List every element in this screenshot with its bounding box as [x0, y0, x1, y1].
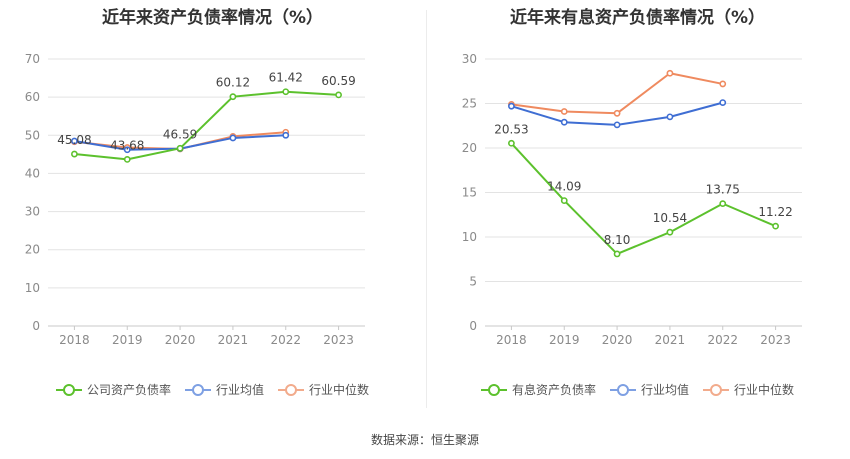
y-tick-label: 20	[25, 243, 40, 257]
legend-label: 公司资产负债率	[86, 383, 171, 397]
y-tick-label: 70	[25, 52, 40, 66]
series-line	[510, 142, 776, 255]
series-line	[511, 72, 723, 115]
y-tick-label: 60	[25, 90, 40, 104]
data-point	[613, 109, 621, 117]
data-point	[613, 121, 621, 129]
y-tick-label: 50	[25, 128, 40, 142]
legend-swatch-icon	[184, 383, 211, 396]
legend-item[interactable]: 有息资产负债率	[480, 381, 596, 398]
data-label: 60.59	[321, 74, 355, 88]
legend-label: 行业均值	[640, 383, 689, 397]
chart-plot-area: 0 10 20 30 40 50 60 70 2018 2019 2020 2021 2022 2023 4…	[25, 52, 365, 347]
legend-label: 行业中位数	[309, 383, 370, 397]
data-point	[282, 131, 290, 139]
legend-label: 有息资产负债率	[511, 383, 596, 397]
y-tick-label: 25	[462, 97, 477, 111]
data-point	[719, 200, 727, 208]
data-point	[282, 88, 290, 96]
series-line	[74, 90, 339, 161]
data-point	[719, 99, 727, 107]
panel-divider	[426, 10, 427, 408]
x-tick-label: 2023	[760, 333, 791, 347]
x-tick-label: 2022	[270, 333, 301, 347]
data-point	[123, 146, 131, 154]
data-point	[560, 118, 568, 126]
data-point	[613, 250, 621, 258]
x-tick-label: 2023	[323, 333, 354, 347]
y-tick-label: 10	[462, 230, 477, 244]
data-point	[560, 108, 568, 115]
x-tick-label: 2020	[602, 333, 633, 347]
y-tick-label: 30	[25, 205, 40, 219]
x-tick-label: 2022	[707, 333, 738, 347]
data-label: 45.08	[57, 133, 91, 147]
data-point	[71, 150, 78, 158]
legend-item[interactable]: 行业均值	[609, 381, 689, 398]
data-label: 20.53	[494, 122, 528, 136]
data-label: 46.59	[163, 127, 197, 141]
data-point	[123, 155, 131, 163]
data-point	[719, 80, 727, 88]
data-source-note: 数据来源：恒生聚源	[370, 433, 479, 447]
chart-legend: 公司资产负债率 行业均值 行业中位数	[0, 381, 425, 398]
legend-label: 行业中位数	[734, 383, 795, 397]
data-point	[666, 69, 674, 77]
x-tick-label: 2021	[218, 333, 249, 347]
y-tick-label: 15	[462, 186, 477, 200]
legend-swatch-icon	[55, 383, 82, 396]
data-label: 13.75	[706, 183, 740, 197]
chart-panel-debt-ratio: 近年来资产负债率情况（%） 0 10 20 30 40 50 60 70 2018 2019 202…	[0, 0, 425, 420]
chart-legend: 有息资产负债率 行业均值 行业中位数	[425, 381, 850, 398]
data-point	[229, 93, 237, 101]
data-point	[229, 134, 237, 142]
legend-swatch-icon	[480, 383, 507, 396]
data-label: 43.68	[110, 138, 144, 152]
y-tick-label: 20	[462, 141, 477, 155]
x-tick-label: 2019	[549, 333, 580, 347]
legend-swatch-icon	[703, 383, 729, 396]
chart-plot-area: 0 5 10 15 20 25 30 2018 2019 2020 2021 2022 2023 20.5…	[462, 52, 802, 347]
x-tick-label: 2018	[496, 333, 527, 347]
data-label: 60.12	[216, 76, 250, 90]
data-point	[508, 139, 515, 147]
data-point	[560, 197, 568, 204]
data-point	[666, 113, 674, 121]
data-label: 61.42	[269, 71, 303, 85]
data-point	[666, 228, 674, 236]
data-point	[508, 102, 515, 110]
data-point	[772, 222, 779, 230]
data-label: 11.22	[758, 205, 792, 219]
x-tick-label: 2020	[165, 333, 196, 347]
y-tick-label: 0	[32, 319, 40, 333]
chart-title: 近年来有息资产负债率情况（%）	[509, 8, 766, 28]
chart-title: 近年来资产负债率情况（%）	[101, 8, 324, 28]
y-tick-label: 40	[25, 166, 40, 180]
y-tick-label: 10	[25, 281, 40, 295]
legend-item[interactable]: 行业中位数	[703, 381, 794, 398]
data-label: 8.10	[604, 233, 631, 247]
legend-swatch-icon	[278, 383, 304, 396]
legend-item[interactable]: 行业中位数	[278, 381, 369, 398]
x-tick-label: 2021	[655, 333, 686, 347]
x-tick-label: 2019	[112, 333, 143, 347]
data-point	[71, 137, 78, 145]
x-tick-label: 2018	[59, 333, 90, 347]
legend-swatch-icon	[609, 383, 636, 396]
data-point	[176, 144, 184, 152]
y-tick-label: 0	[469, 319, 477, 333]
data-label: 10.54	[653, 211, 687, 225]
legend-item[interactable]: 公司资产负债率	[55, 381, 171, 398]
legend-item[interactable]: 行业均值	[184, 381, 264, 398]
chart-panel-interest-bearing-debt-ratio: 近年来有息资产负债率情况（%） 0 5 10 15 20 25 30 2018 2019 2020…	[425, 0, 850, 420]
data-label: 14.09	[547, 180, 581, 194]
legend-label: 行业均值	[215, 383, 264, 397]
y-tick-label: 30	[462, 52, 477, 66]
data-point	[335, 91, 342, 99]
y-tick-label: 5	[469, 275, 477, 289]
